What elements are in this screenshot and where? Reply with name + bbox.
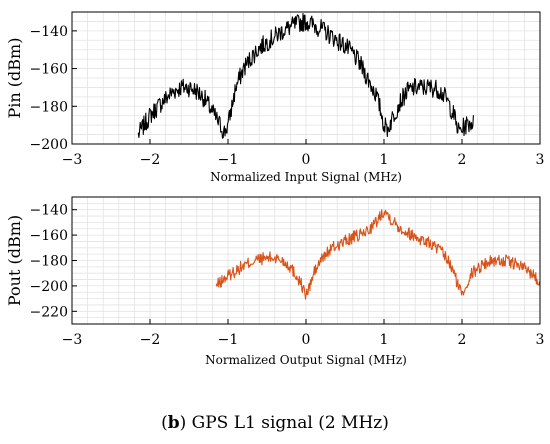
caption-bold-letter: b xyxy=(168,413,180,433)
x-tick-label: −3 xyxy=(62,332,83,348)
y-tick-label: −220 xyxy=(30,304,68,320)
x-axis-label: Normalized Output Signal (MHz) xyxy=(205,353,407,367)
grid xyxy=(71,196,541,325)
x-tick-label: −3 xyxy=(62,152,83,168)
output-signal-chart: −3 −2 −1 0 1 2 3 −220 −200 −180 −160 −140 Normalized… xyxy=(5,196,545,367)
x-tick-label: 0 xyxy=(302,332,311,348)
x-tick-label: 1 xyxy=(380,332,389,348)
grid xyxy=(71,11,541,145)
y-tick-label: −200 xyxy=(30,279,68,295)
series-line xyxy=(215,209,541,300)
x-tick-label: −1 xyxy=(218,332,239,348)
y-tick-label: −180 xyxy=(30,99,68,115)
caption-prefix: ( xyxy=(161,413,168,433)
y-tick-label: −140 xyxy=(30,203,68,219)
y-tick-label: −160 xyxy=(30,228,68,244)
x-tick-label: 3 xyxy=(536,152,545,168)
x-tick-label: 0 xyxy=(302,152,311,168)
x-tick-label: 2 xyxy=(458,332,467,348)
x-tick-label: −2 xyxy=(140,152,161,168)
y-axis-label: Pout (dBm) xyxy=(5,215,24,306)
x-tick-label: 2 xyxy=(458,152,467,168)
x-tick-label: −1 xyxy=(218,152,239,168)
y-tick-label: −180 xyxy=(30,254,68,270)
y-tick-label: −140 xyxy=(30,24,68,40)
series-line xyxy=(137,13,474,139)
y-tick-label: −200 xyxy=(30,137,68,153)
x-tick-label: 1 xyxy=(380,152,389,168)
y-axis-label: Pin (dBm) xyxy=(5,38,24,119)
input-signal-chart: −3 −2 −1 0 1 2 3 −200 −180 −160 −140 Normalized Inp… xyxy=(5,11,545,184)
caption-text: ) GPS L1 signal (2 MHz) xyxy=(180,413,389,433)
x-tick-label: 3 xyxy=(536,332,545,348)
x-tick-label: −2 xyxy=(140,332,161,348)
y-tick-label: −160 xyxy=(30,62,68,78)
figure-caption: (b) GPS L1 signal (2 MHz) xyxy=(161,413,389,433)
x-axis-label: Normalized Input Signal (MHz) xyxy=(210,170,402,184)
